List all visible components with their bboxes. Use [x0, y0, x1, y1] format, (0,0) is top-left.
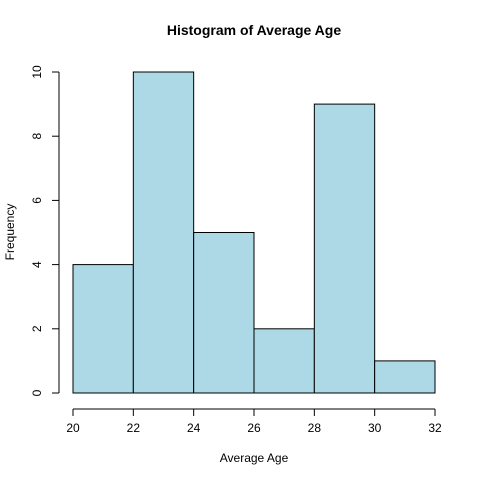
y-tick-label: 6: [30, 197, 44, 204]
y-tick-label: 10: [30, 65, 44, 79]
histogram-bar-30-32: [374, 360, 436, 394]
y-tick-label: 0: [30, 389, 44, 396]
x-tick-label: 28: [308, 421, 322, 435]
x-axis: 20 22 24 26 28 30 32: [66, 408, 442, 435]
x-tick-label: 20: [66, 421, 80, 435]
x-tick-label: 26: [247, 421, 261, 435]
histogram-bar-28-30: [313, 103, 376, 394]
x-tick-label: 30: [368, 421, 382, 435]
y-tick-label: 4: [30, 261, 44, 268]
histogram-bar-22-24: [132, 71, 195, 394]
x-tick-label: 32: [428, 421, 442, 435]
y-tick-label: 2: [30, 325, 44, 332]
histogram-bar-20-22: [72, 264, 134, 394]
histogram-bar-26-28: [253, 328, 315, 394]
x-axis-label: Average Age: [220, 451, 289, 465]
histogram-bar-24-26: [193, 232, 255, 394]
chart-title: Histogram of Average Age: [167, 22, 341, 38]
y-axis: 0 2 4 6 8 10: [30, 65, 60, 396]
x-tick-label: 22: [127, 421, 141, 435]
y-tick-label: 8: [30, 133, 44, 140]
bars-group: [72, 71, 436, 394]
y-axis-label: Frequency: [3, 204, 17, 261]
x-tick-label: 24: [187, 421, 201, 435]
